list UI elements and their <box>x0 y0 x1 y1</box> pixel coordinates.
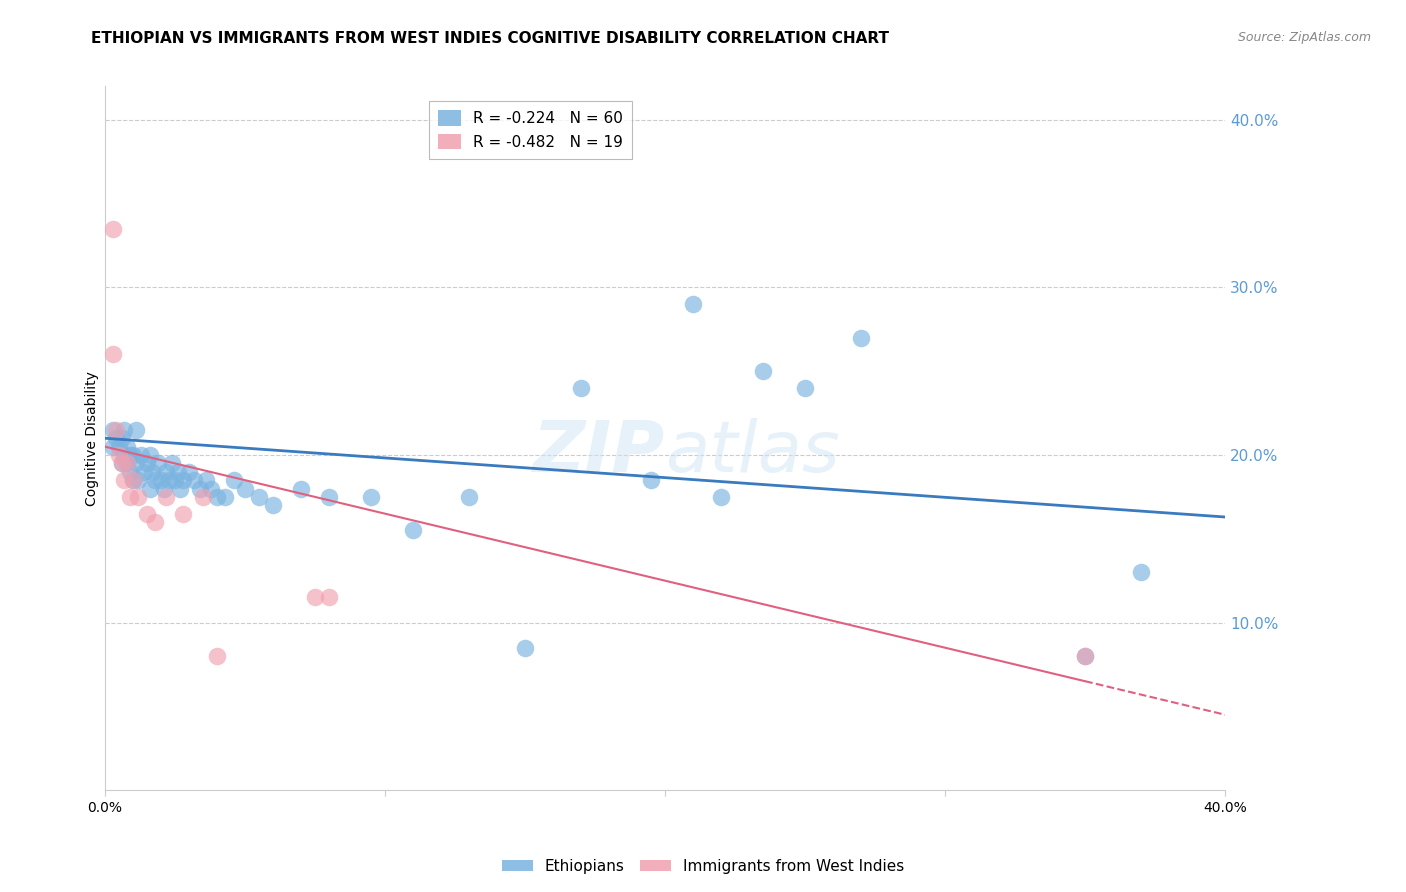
Point <box>157 473 180 487</box>
Text: ETHIOPIAN VS IMMIGRANTS FROM WEST INDIES COGNITIVE DISABILITY CORRELATION CHART: ETHIOPIAN VS IMMIGRANTS FROM WEST INDIES… <box>91 31 890 46</box>
Point <box>141 465 163 479</box>
Point <box>111 456 134 470</box>
Point <box>155 465 177 479</box>
Point <box>146 456 169 470</box>
Point <box>682 297 704 311</box>
Point <box>262 498 284 512</box>
Point <box>169 482 191 496</box>
Point <box>138 482 160 496</box>
Point <box>138 448 160 462</box>
Point <box>205 649 228 664</box>
Point <box>120 448 142 462</box>
Point <box>172 507 194 521</box>
Text: Source: ZipAtlas.com: Source: ZipAtlas.com <box>1237 31 1371 45</box>
Point <box>155 490 177 504</box>
Point <box>149 473 172 487</box>
Point <box>222 473 245 487</box>
Point <box>1130 566 1153 580</box>
Point <box>114 473 136 487</box>
Point <box>127 473 149 487</box>
Point <box>120 465 142 479</box>
Point <box>1074 649 1097 664</box>
Point <box>114 423 136 437</box>
Point <box>640 473 662 487</box>
Point <box>183 473 205 487</box>
Legend: R = -0.224   N = 60, R = -0.482   N = 19: R = -0.224 N = 60, R = -0.482 N = 19 <box>429 101 633 159</box>
Point <box>569 381 592 395</box>
Point <box>117 456 139 470</box>
Point <box>121 473 143 487</box>
Point <box>458 490 481 504</box>
Point <box>247 490 270 504</box>
Y-axis label: Cognitive Disability: Cognitive Disability <box>86 371 100 506</box>
Point <box>233 482 256 496</box>
Point <box>318 490 340 504</box>
Point <box>163 473 186 487</box>
Point <box>121 473 143 487</box>
Point <box>135 507 157 521</box>
Point <box>752 364 775 378</box>
Point <box>108 440 131 454</box>
Point <box>1074 649 1097 664</box>
Point <box>105 423 128 437</box>
Point <box>200 482 222 496</box>
Point <box>160 456 183 470</box>
Point <box>166 465 188 479</box>
Point <box>124 456 146 470</box>
Point <box>191 490 214 504</box>
Point <box>103 221 125 235</box>
Point <box>103 347 125 361</box>
Point <box>188 482 211 496</box>
Point <box>108 448 131 462</box>
Point <box>117 440 139 454</box>
Legend: Ethiopians, Immigrants from West Indies: Ethiopians, Immigrants from West Indies <box>496 853 910 880</box>
Point <box>214 490 236 504</box>
Point <box>402 524 425 538</box>
Point <box>177 465 200 479</box>
Point <box>849 331 872 345</box>
Point <box>360 490 382 504</box>
Point <box>111 431 134 445</box>
Point <box>120 490 142 504</box>
Point <box>135 456 157 470</box>
Point <box>124 423 146 437</box>
Point <box>117 456 139 470</box>
Point <box>111 456 134 470</box>
Point <box>152 482 174 496</box>
Point <box>129 448 152 462</box>
Point <box>103 440 125 454</box>
Point <box>205 490 228 504</box>
Point <box>121 448 143 462</box>
Point <box>114 448 136 462</box>
Point <box>513 640 536 655</box>
Point <box>143 515 166 529</box>
Point <box>143 473 166 487</box>
Point <box>304 591 326 605</box>
Point <box>127 490 149 504</box>
Text: ZIP: ZIP <box>533 417 665 487</box>
Point <box>318 591 340 605</box>
Point <box>794 381 817 395</box>
Point <box>710 490 733 504</box>
Point <box>172 473 194 487</box>
Text: atlas: atlas <box>665 417 839 487</box>
Point <box>290 482 312 496</box>
Point <box>105 431 128 445</box>
Point <box>194 473 217 487</box>
Point <box>103 423 125 437</box>
Point <box>132 465 155 479</box>
